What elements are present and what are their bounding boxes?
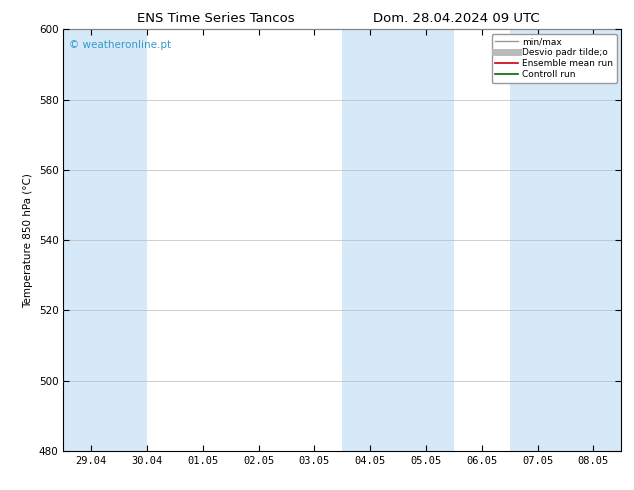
Text: Dom. 28.04.2024 09 UTC: Dom. 28.04.2024 09 UTC: [373, 12, 540, 25]
Bar: [63, 29, 147, 451]
Y-axis label: Temperature 850 hPa (°C): Temperature 850 hPa (°C): [23, 172, 33, 308]
Legend: min/max, Desvio padr tilde;o, Ensemble mean run, Controll run: min/max, Desvio padr tilde;o, Ensemble m…: [491, 34, 617, 82]
Bar: [510, 29, 621, 451]
Bar: [342, 29, 454, 451]
Text: © weatheronline.pt: © weatheronline.pt: [69, 40, 171, 50]
Text: ENS Time Series Tancos: ENS Time Series Tancos: [137, 12, 294, 25]
